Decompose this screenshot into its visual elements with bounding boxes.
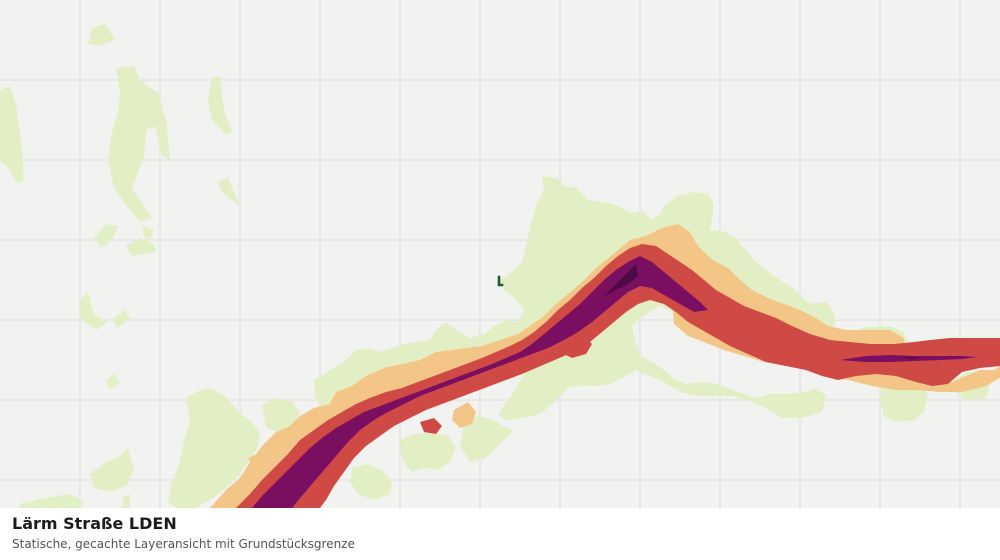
- layer-subtitle: Statische, gecachte Layeransicht mit Gru…: [12, 537, 355, 551]
- map-caption: Lärm Straße LDEN Statische, gecachte Lay…: [0, 508, 1000, 560]
- noise-zone-peak: [604, 264, 920, 359]
- parcel-boundary-icon[interactable]: [497, 275, 504, 287]
- layer-title: Lärm Straße LDEN: [12, 514, 177, 533]
